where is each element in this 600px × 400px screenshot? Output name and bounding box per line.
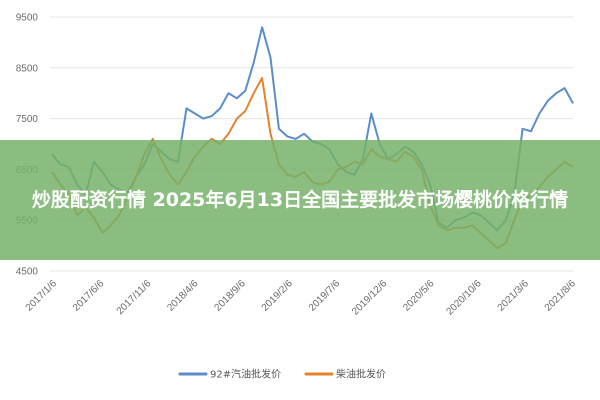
- x-tick-label: 2021/3/6: [496, 278, 532, 314]
- x-tick-label: 2017/1/6: [24, 278, 60, 314]
- x-tick: 2017/1/6: [24, 278, 60, 314]
- x-tick: 2018/4/6: [165, 278, 201, 314]
- x-tick-label: 2020/10/6: [444, 278, 484, 318]
- y-tick-label: 7500: [16, 114, 39, 125]
- x-tick-label: 2020/5/6: [401, 278, 437, 314]
- legend-label-0: 92#汽油批发价: [210, 368, 281, 381]
- legend: 92#汽油批发价 柴油批发价: [178, 368, 386, 381]
- x-tick-label: 2019/2/6: [260, 278, 296, 314]
- x-tick: 2017/11/6: [115, 278, 154, 317]
- x-tick: 2020/10/6: [444, 278, 484, 318]
- x-tick: 2017/6/6: [71, 278, 107, 314]
- x-tick-label: 2021/8/6: [543, 278, 579, 314]
- x-tick-label: 2018/9/6: [212, 278, 248, 314]
- x-tick: 2018/9/6: [212, 278, 248, 314]
- x-tick-label: 2019/7/6: [307, 278, 343, 314]
- x-tick: 2021/8/6: [543, 278, 579, 314]
- x-tick: 2019/2/6: [260, 278, 296, 314]
- headline-title: 炒股配资行情 2025年6月13日全国主要批发市场樱桃价格行情: [31, 188, 569, 211]
- x-tick: 2021/3/6: [496, 278, 532, 314]
- headline-banner: 炒股配资行情 2025年6月13日全国主要批发市场樱桃价格行情: [0, 140, 600, 260]
- y-tick-label: 8500: [16, 63, 39, 74]
- y-tick-label: 4500: [16, 267, 39, 278]
- x-tick-label: 2018/4/6: [165, 278, 201, 314]
- legend-label-1: 柴油批发价: [336, 368, 386, 381]
- x-tick: 2019/7/6: [307, 278, 343, 314]
- x-axis-ticks: 2017/1/6 2017/6/6 2017/11/6 2018/4/6 2018/9/…: [24, 278, 579, 318]
- y-tick-label: 9500: [16, 13, 39, 24]
- x-tick-label: 2017/6/6: [71, 278, 107, 314]
- x-tick: 2020/5/6: [401, 278, 437, 314]
- x-tick-label: 2017/11/6: [115, 278, 154, 317]
- x-tick-label: 2019/12/6: [350, 278, 390, 318]
- x-tick: 2019/12/6: [350, 278, 390, 318]
